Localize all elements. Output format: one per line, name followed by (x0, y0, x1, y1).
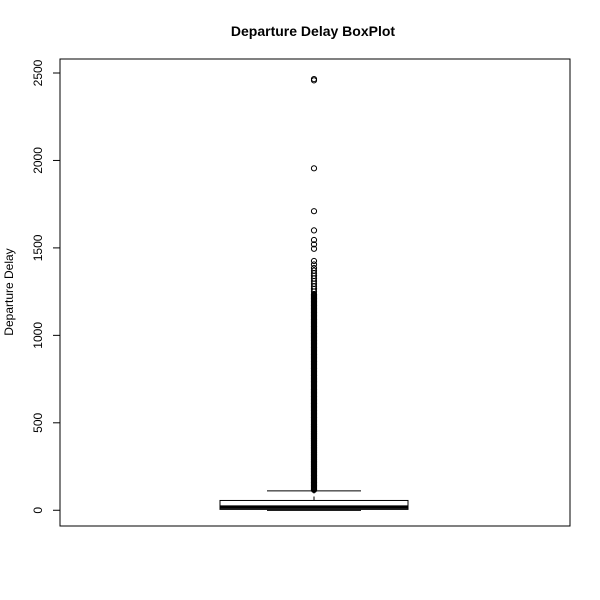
y-tick-label: 2500 (31, 59, 45, 86)
outlier-point (310, 227, 318, 234)
outlier-point (310, 77, 318, 84)
outlier-point (310, 257, 318, 265)
outlier-point (310, 236, 318, 244)
outlier-point (310, 261, 318, 268)
box-element (219, 490, 409, 511)
y-tick-label: 1000 (31, 322, 45, 349)
outlier-point (310, 208, 318, 215)
y-tick-label: 0 (31, 507, 45, 514)
outlier-points (310, 76, 318, 494)
y-axis: 0 500 1000 1500 2000 2500 (31, 59, 61, 514)
outlier-point (310, 241, 318, 248)
outlier-point (310, 245, 318, 252)
chart-title: Departure Delay BoxPlot (231, 23, 395, 39)
y-tick-label: 500 (31, 412, 45, 432)
y-tick-label: 1500 (31, 234, 45, 261)
y-axis-label: Departure Delay (2, 248, 16, 335)
outlier-point (310, 291, 318, 298)
interquartile-box (219, 499, 409, 510)
outlier-point (310, 165, 318, 172)
y-tick-label: 2000 (31, 147, 45, 174)
